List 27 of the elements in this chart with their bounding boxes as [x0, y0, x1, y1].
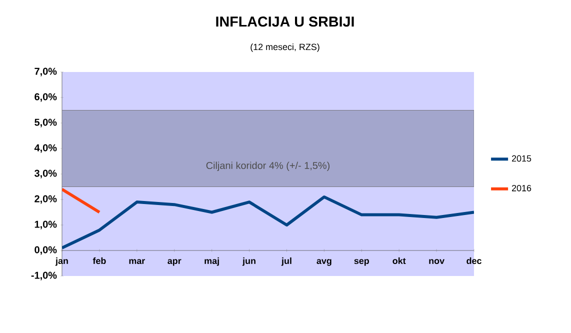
x-tick-label: avg — [316, 259, 332, 266]
y-tick-label: 2,0% — [34, 195, 57, 204]
y-tick-label: 5,0% — [34, 118, 57, 128]
x-tick-label: jun — [242, 257, 256, 266]
legend-label: 2015 — [512, 155, 532, 162]
x-tick-label: feb — [92, 257, 106, 264]
x-tick-label: sep — [354, 259, 369, 266]
x-tick-label: mar — [129, 259, 145, 264]
x-tick-label: jan — [55, 257, 68, 266]
y-tick-label: 1,0% — [34, 220, 57, 230]
y-tick-label: 3,0% — [34, 170, 57, 178]
y-tick-label: 4,0% — [34, 144, 57, 153]
band-label: Ciljani koridor 4% (+/- 1,5%) — [206, 162, 330, 171]
x-tick-label: nov — [429, 259, 444, 264]
y-tick-label: 6,0% — [34, 93, 57, 102]
x-tick-label: okt — [392, 257, 406, 264]
y-tick-label: 0,0% — [34, 246, 57, 255]
chart-title: INFLACIJA U SRBIJI — [216, 16, 354, 27]
chart-subtitle: (12 meseci, RZS) — [250, 44, 320, 52]
line-series — [62, 195, 474, 250]
y-tick-label: 7,0% — [34, 68, 57, 76]
x-tick-label: dec — [466, 257, 482, 264]
x-tick-label: apr — [168, 259, 182, 266]
x-tick-label: maj — [204, 257, 219, 266]
x-tick-label: jul — [281, 257, 292, 266]
y-tick-label: -1,0% — [31, 272, 57, 280]
legend-label: 2016 — [512, 184, 532, 192]
